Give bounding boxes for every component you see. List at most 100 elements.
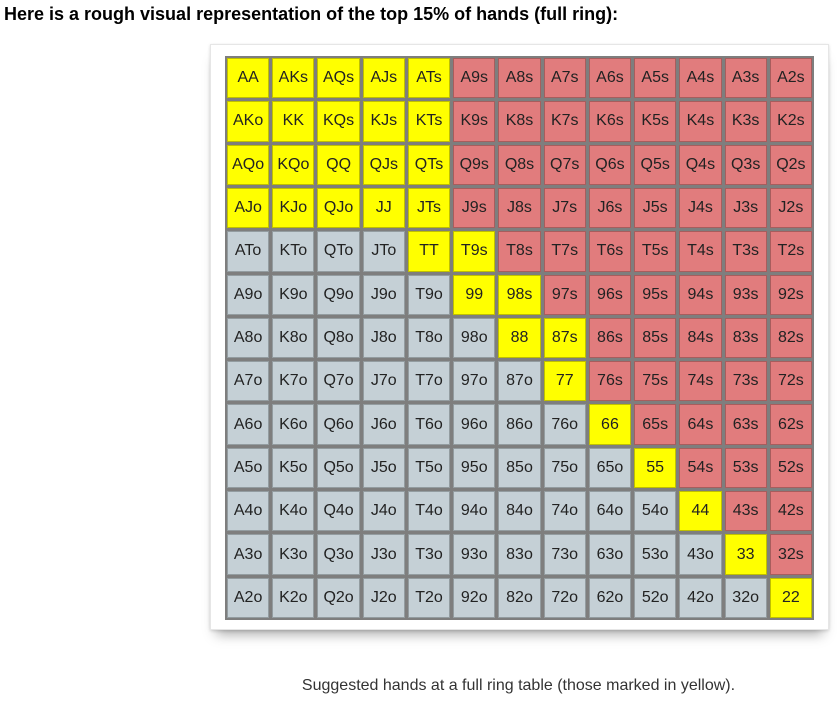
hand-cell: K4s [679, 101, 722, 142]
hand-cell: JJ [362, 187, 405, 229]
hand-cell: K3o [272, 534, 315, 575]
figure-caption: Suggested hands at a full ring table (th… [301, 677, 736, 694]
hand-cell: 62s [769, 404, 812, 445]
hand-cell: 86o [498, 404, 541, 445]
hand-cell: 53o [634, 534, 677, 575]
hand-cell: 92o [453, 577, 496, 618]
hand-cell: A9s [453, 58, 496, 99]
hand-cell: 99 [453, 274, 496, 315]
hand-cell: KK [272, 101, 315, 142]
hand-cell: 72s [769, 361, 812, 402]
hand-cell: JTo [362, 231, 405, 272]
hand-cell: K4o [272, 491, 315, 532]
hand-cell: K5o [272, 447, 315, 489]
hand-cell: KJo [272, 187, 315, 229]
hand-cell: Q9s [453, 144, 496, 185]
hand-cell: T3s [724, 231, 767, 272]
hand-cell: 62o [588, 577, 632, 618]
hand-cell: J7o [362, 361, 405, 402]
hand-cell: 54s [679, 447, 722, 489]
hand-cell: 93o [453, 534, 496, 575]
hand-cell: 63o [588, 534, 632, 575]
hand-cell: J3s [724, 187, 767, 229]
hand-cell: J4o [362, 491, 405, 532]
hand-cell: Q5s [634, 144, 677, 185]
hand-cell: AKo [227, 101, 270, 142]
hand-cell: 44 [679, 491, 722, 532]
hand-cell: T4o [407, 491, 451, 532]
hand-cell: AA [227, 58, 270, 99]
hand-cell: T2s [769, 231, 812, 272]
hand-cell: J7s [543, 187, 586, 229]
hand-cell: KTo [272, 231, 315, 272]
hand-cell: 64o [588, 491, 632, 532]
hand-cell: 33 [724, 534, 767, 575]
hand-cell: 95o [453, 447, 496, 489]
hand-cell: J9o [362, 274, 405, 315]
hand-cell: Q8o [317, 317, 360, 359]
hand-cell: A7s [543, 58, 586, 99]
hand-cell: A2s [769, 58, 812, 99]
hand-cell: K9s [453, 101, 496, 142]
hand-cell: 98s [498, 274, 541, 315]
hand-cell: AKs [272, 58, 315, 99]
hand-cell: K2s [769, 101, 812, 142]
hand-cell: 97o [453, 361, 496, 402]
hand-cell: 73o [543, 534, 586, 575]
hand-cell: 94s [679, 274, 722, 315]
hand-cell: K7s [543, 101, 586, 142]
hand-cell: T8s [498, 231, 541, 272]
hand-cell: 84o [498, 491, 541, 532]
hand-cell: T4s [679, 231, 722, 272]
hand-cell: 43s [724, 491, 767, 532]
hand-cell: 96o [453, 404, 496, 445]
hand-cell: T2o [407, 577, 451, 618]
hand-cell: A3s [724, 58, 767, 99]
hand-cell: A2o [227, 577, 270, 618]
hand-cell: T7s [543, 231, 586, 272]
hand-cell: AJs [362, 58, 405, 99]
hand-cell: Q2s [769, 144, 812, 185]
hand-cell: J2s [769, 187, 812, 229]
hand-cell: T5o [407, 447, 451, 489]
hand-cell: 65o [588, 447, 632, 489]
hand-cell: 77 [543, 361, 586, 402]
hand-cell: 88 [498, 317, 541, 359]
hand-cell: 74o [543, 491, 586, 532]
hand-cell: 83s [724, 317, 767, 359]
hand-cell: Q7o [317, 361, 360, 402]
hand-cell: 42s [769, 491, 812, 532]
hand-cell: 55 [634, 447, 677, 489]
hand-cell: J9s [453, 187, 496, 229]
hand-cell: Q8s [498, 144, 541, 185]
hand-cell: K5s [634, 101, 677, 142]
hand-cell: Q6o [317, 404, 360, 445]
hand-cell: 66 [588, 404, 632, 445]
hand-cell: 75s [634, 361, 677, 402]
hand-range-grid: AA AKs AQs AJs ATs A9s A8s A7s A6s A5s A4s A3s A2s AK… [225, 56, 814, 620]
hand-cell: 97s [543, 274, 586, 315]
hand-cell: J8o [362, 317, 405, 359]
hand-cell: T9o [407, 274, 451, 315]
hand-cell: 75o [543, 447, 586, 489]
hand-cell: K6s [588, 101, 632, 142]
hand-cell: 74s [679, 361, 722, 402]
hand-cell: Q3o [317, 534, 360, 575]
hand-cell: ATs [407, 58, 451, 99]
hand-cell: Q4s [679, 144, 722, 185]
hand-cell: 84s [679, 317, 722, 359]
hand-cell: 76s [588, 361, 632, 402]
hand-cell: 85s [634, 317, 677, 359]
hand-cell: QQ [317, 144, 360, 185]
hand-cell: 52o [634, 577, 677, 618]
hand-cell: 63s [724, 404, 767, 445]
hand-cell: T3o [407, 534, 451, 575]
hand-cell: K8s [498, 101, 541, 142]
hand-cell: Q5o [317, 447, 360, 489]
hand-cell: AQs [317, 58, 360, 99]
hand-cell: 94o [453, 491, 496, 532]
hand-cell: Q7s [543, 144, 586, 185]
hand-cell: K6o [272, 404, 315, 445]
hand-cell: T8o [407, 317, 451, 359]
hand-cell: KJs [362, 101, 405, 142]
